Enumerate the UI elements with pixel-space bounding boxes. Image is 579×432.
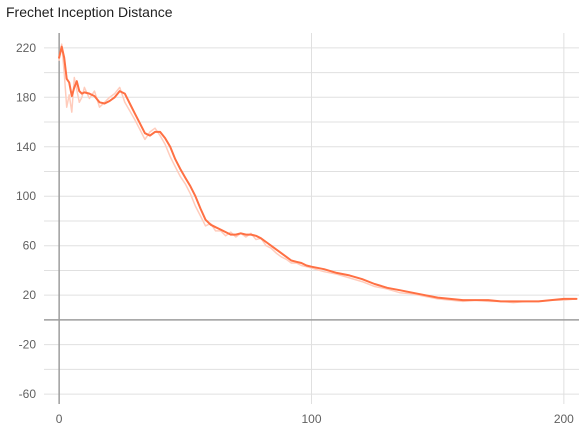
grid-lines [44, 33, 579, 404]
x-tick-label: 200 [554, 412, 574, 426]
y-tick-label: 20 [23, 288, 37, 302]
series-lines [59, 44, 576, 303]
y-tick-label: 220 [16, 41, 36, 55]
tick-labels: 220 180 140 100 60 20 -20 -60 0 100 200 [16, 41, 574, 426]
y-tick-label: 100 [16, 189, 36, 203]
raw-series-line [59, 44, 576, 303]
x-tick-label: 0 [56, 412, 63, 426]
y-tick-label: -20 [19, 338, 37, 352]
y-tick-label: -60 [19, 387, 37, 401]
y-tick-label: 140 [16, 140, 36, 154]
x-tick-label: 100 [301, 412, 321, 426]
y-tick-label: 60 [23, 239, 37, 253]
smoothed-series-line [59, 47, 576, 302]
y-tick-label: 180 [16, 90, 36, 104]
